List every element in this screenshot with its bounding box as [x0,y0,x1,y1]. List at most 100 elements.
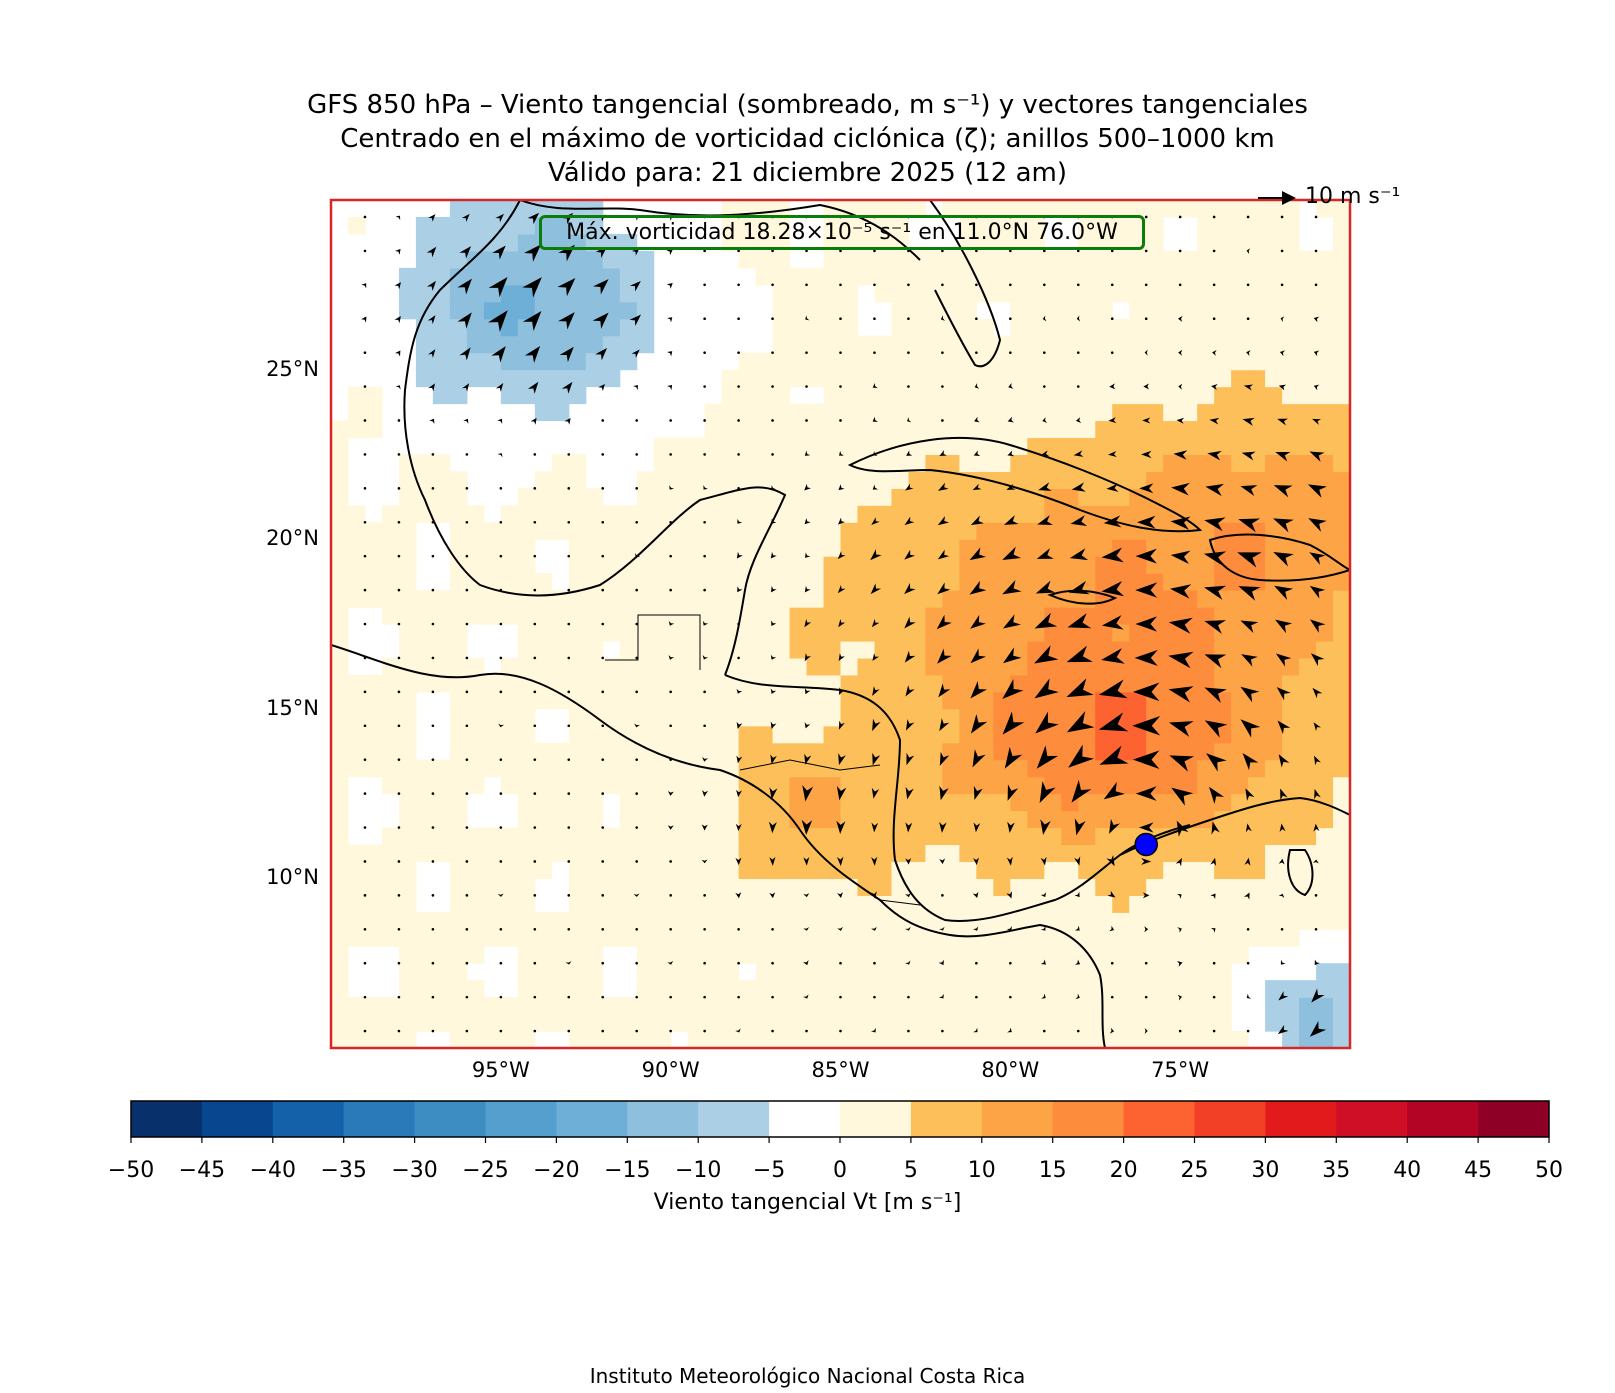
wind-vector [635,860,638,863]
shading-cell [806,827,825,846]
wind-vector [1178,1029,1182,1033]
shading-cell [942,793,960,812]
shading-cell [364,590,383,608]
shading-cell [1061,1014,1079,1032]
shading-cell [1061,640,1079,659]
colorbar-swatch [910,1101,983,1137]
wind-vector [499,995,503,999]
shading-cell [772,607,791,625]
wind-vector [428,349,436,358]
shading-cell [976,997,994,1015]
shading-cell [908,284,927,303]
shading-cell [415,793,434,812]
shading-cell [721,895,740,913]
shading-cell [653,827,672,846]
wind-vector [1043,351,1046,354]
wind-vector [601,487,605,490]
shading-cell [942,725,960,744]
shading-cell [1010,301,1028,320]
shading-cell [857,267,876,286]
shading-cell [1078,200,1096,218]
wind-vector [1210,928,1216,933]
shading-cell [1129,250,1147,269]
shading-cell [738,539,757,557]
shading-cell [653,742,672,761]
tangential-wind-shading [331,200,1350,1048]
shading-cell [551,624,570,642]
shading-cell [1095,742,1113,761]
shading-cell [1231,776,1249,795]
shading-cell [942,691,960,710]
shading-cell [1010,810,1028,829]
colorbar-swatch [201,1101,274,1137]
shading-cell [568,895,587,913]
shading-cell [789,1014,808,1032]
shading-cell [840,318,859,337]
shading-cell [1061,861,1079,879]
wind-vector [770,754,777,765]
shading-cell [331,1014,349,1032]
shading-cell [1163,471,1181,489]
shading-cell [364,878,383,896]
shading-cell [738,793,757,812]
shading-cell [1197,488,1215,506]
shading-cell [483,250,502,269]
shading-cell [1299,793,1317,812]
shading-cell [806,437,825,455]
shading-cell [704,929,723,947]
shading-cell [1061,963,1079,981]
shading-cell [959,759,977,778]
wind-vector [427,315,436,325]
shading-cell [789,810,808,829]
shading-cell [398,810,417,829]
shading-cell [789,997,808,1015]
shading-cell [908,980,927,998]
wind-vector [1144,926,1149,933]
shading-cell [381,657,400,676]
shading-cell [1299,912,1317,930]
colorbar-swatch [1407,1101,1479,1137]
shading-cell [1282,742,1300,761]
shading-cell [925,895,943,913]
wind-vector [1110,317,1114,321]
shading-cell [755,674,774,693]
shading-cell [466,335,485,354]
shading-cell [1248,420,1266,439]
shading-cell [517,590,536,608]
shading-cell [738,725,757,744]
wind-vector [465,622,469,626]
wind-vector [668,620,675,626]
shading-cell [857,742,876,761]
shading-cell [602,878,621,896]
shading-cell [1180,861,1198,879]
wind-vector [533,860,537,863]
shading-cell [755,691,774,710]
wind-vector [1176,960,1183,967]
shading-cell [347,861,366,879]
shading-cell [959,454,977,472]
shading-cell [466,980,485,998]
wind-vector [802,784,814,802]
shading-cell [585,691,604,710]
shading-cell [1061,573,1079,591]
shading-cell [585,335,604,354]
shading-cell [1010,607,1028,625]
shading-cell [398,640,417,659]
shading-cell [1299,454,1317,472]
shading-cell [466,556,485,574]
wind-vector [1168,617,1193,634]
shading-cell [993,200,1011,218]
wind-vector [1209,417,1220,425]
shading-cell [857,895,876,913]
shading-cell [551,674,570,693]
shading-cell [534,284,553,303]
shading-cell [602,352,621,371]
shading-cell [653,624,672,642]
shading-cell [874,420,893,439]
shading-cell [908,505,927,523]
shading-cell [415,624,434,642]
shading-cell [840,624,859,642]
wind-vector [735,823,742,832]
shading-cell [840,250,859,269]
shading-cell [568,352,587,371]
